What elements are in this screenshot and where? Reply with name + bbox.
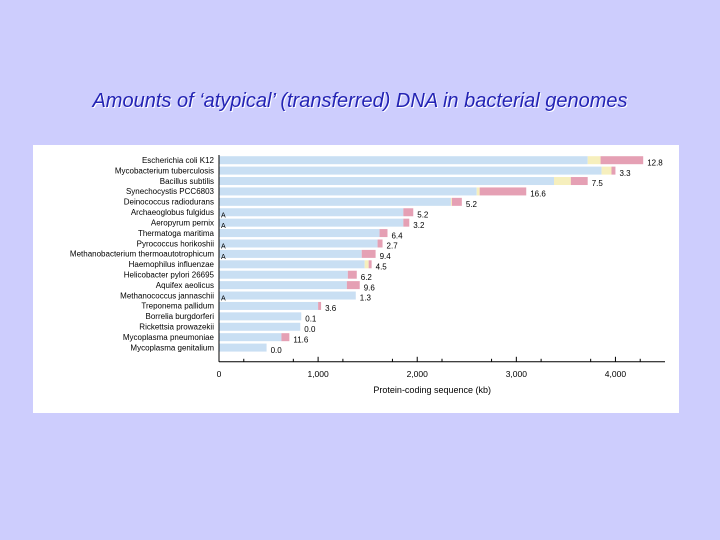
bar-segment-pink [361,249,376,258]
category-label: Aeropyrum pernix [151,218,214,227]
bar-native [219,281,347,290]
data-label: 0.0 [271,346,283,355]
bar-segment-pink [451,197,462,206]
bar-native [219,270,348,279]
bar-segment-yellow [587,156,601,165]
bar-native [219,208,404,217]
bar-segment-pink [570,177,588,186]
archaea-marker: A [221,223,226,230]
category-label: Thermatoga maritima [138,229,215,238]
bar-segment-yellow [601,166,612,175]
category-label: Mycobacterium tuberculosis [115,166,214,175]
data-label: 1.3 [360,294,372,303]
bar-segment-pink [346,281,360,290]
slide-title: Amounts of ‘atypical’ (transferred) DNA … [92,90,628,112]
bar-segment-pink [611,166,616,175]
category-label: Bacillus subtilis [160,177,214,186]
category-label: Aquifex aeolicus [156,281,214,290]
archaea-marker: A [221,212,226,219]
x-tick-label: 4,000 [605,369,627,379]
bar-native [219,197,451,206]
archaea-marker: A [221,244,226,251]
category-label: Escherichia coli K12 [142,156,215,165]
bar-native [219,187,477,196]
category-label: Mycoplasma pneumoniae [123,333,215,342]
bar-native [219,343,267,352]
data-label: 3.6 [325,304,337,313]
bar-native [219,229,380,238]
data-label: 5.2 [466,200,478,209]
data-label: 6.2 [361,273,373,282]
data-label: 11.6 [293,335,309,344]
category-label: Rickettsia prowazekii [139,323,214,332]
bar-native [219,177,554,186]
chart-panel: Escherichia coli K12 12.8 Mycobacterium tu… [33,145,679,413]
category-label: Deinococcus radiodurans [124,198,214,207]
category-label: Helicobacter pylori 26695 [124,271,215,280]
data-label: 0.1 [305,315,317,324]
category-label: Borrelia burgdorferi [146,312,215,321]
data-label: 5.2 [417,210,429,219]
category-label: Haemophilus influenzae [129,260,215,269]
x-tick-label: 0 [217,369,222,379]
bar-segment-yellow [553,177,571,186]
bar-segment-pink [379,229,388,238]
bar-native [219,322,301,331]
data-label: 3.2 [413,221,425,230]
x-tick-label: 3,000 [506,369,528,379]
bar-segment-yellow [450,197,452,206]
bar-segment-yellow [364,260,369,269]
category-label: Mycoplasma genitalium [130,343,214,352]
data-label: 6.4 [391,231,403,240]
bar-segment-pink [347,270,357,279]
bar-segment-yellow [476,187,480,196]
bar-native [219,249,362,258]
bar-native [219,291,356,300]
bar-native [219,312,302,321]
data-label: 9.6 [364,283,376,292]
x-axis-title: Protein-coding sequence (kb) [373,385,491,395]
bar-segment-pink [281,333,290,342]
bar-native [219,301,319,310]
x-tick-label: 2,000 [407,369,429,379]
category-label: Archaeoglobus fulgidus [131,208,214,217]
category-label: Synechocystis PCC6803 [126,187,215,196]
data-label: 4.5 [376,263,388,272]
bar-segment-pink [600,156,644,165]
bar-native [219,166,602,175]
bar-segment-pink [403,208,414,217]
bar-native [219,260,365,269]
bar-segment-pink [318,301,322,310]
bar-native [219,218,404,227]
bar-segment-pink [368,260,372,269]
data-label: 12.8 [647,158,663,167]
category-label: Methanococcus jannaschii [120,291,214,300]
bar-segment-pink [403,218,410,227]
data-label: 3.3 [619,169,631,178]
bar-segment-pink [479,187,527,196]
bar-native [219,333,282,342]
data-label: 2.7 [387,242,399,251]
bar-segment-pink [377,239,383,248]
data-label: 0.0 [304,325,316,334]
archaea-marker: A [221,296,226,303]
archaea-marker: A [221,254,226,261]
bar-chart: Escherichia coli K12 12.8 Mycobacterium tu… [70,155,665,395]
data-label: 16.6 [530,190,546,199]
bar-native [219,156,588,165]
data-label: 7.5 [592,179,604,188]
x-tick-label: 1,000 [307,369,329,379]
data-label: 9.4 [380,252,392,261]
category-label: Pyrococcus horikoshii [137,239,215,248]
bar-native [219,239,378,248]
category-label: Treponema pallidum [141,302,214,311]
category-label: Methanobacterium thermoautotrophicum [70,250,214,259]
